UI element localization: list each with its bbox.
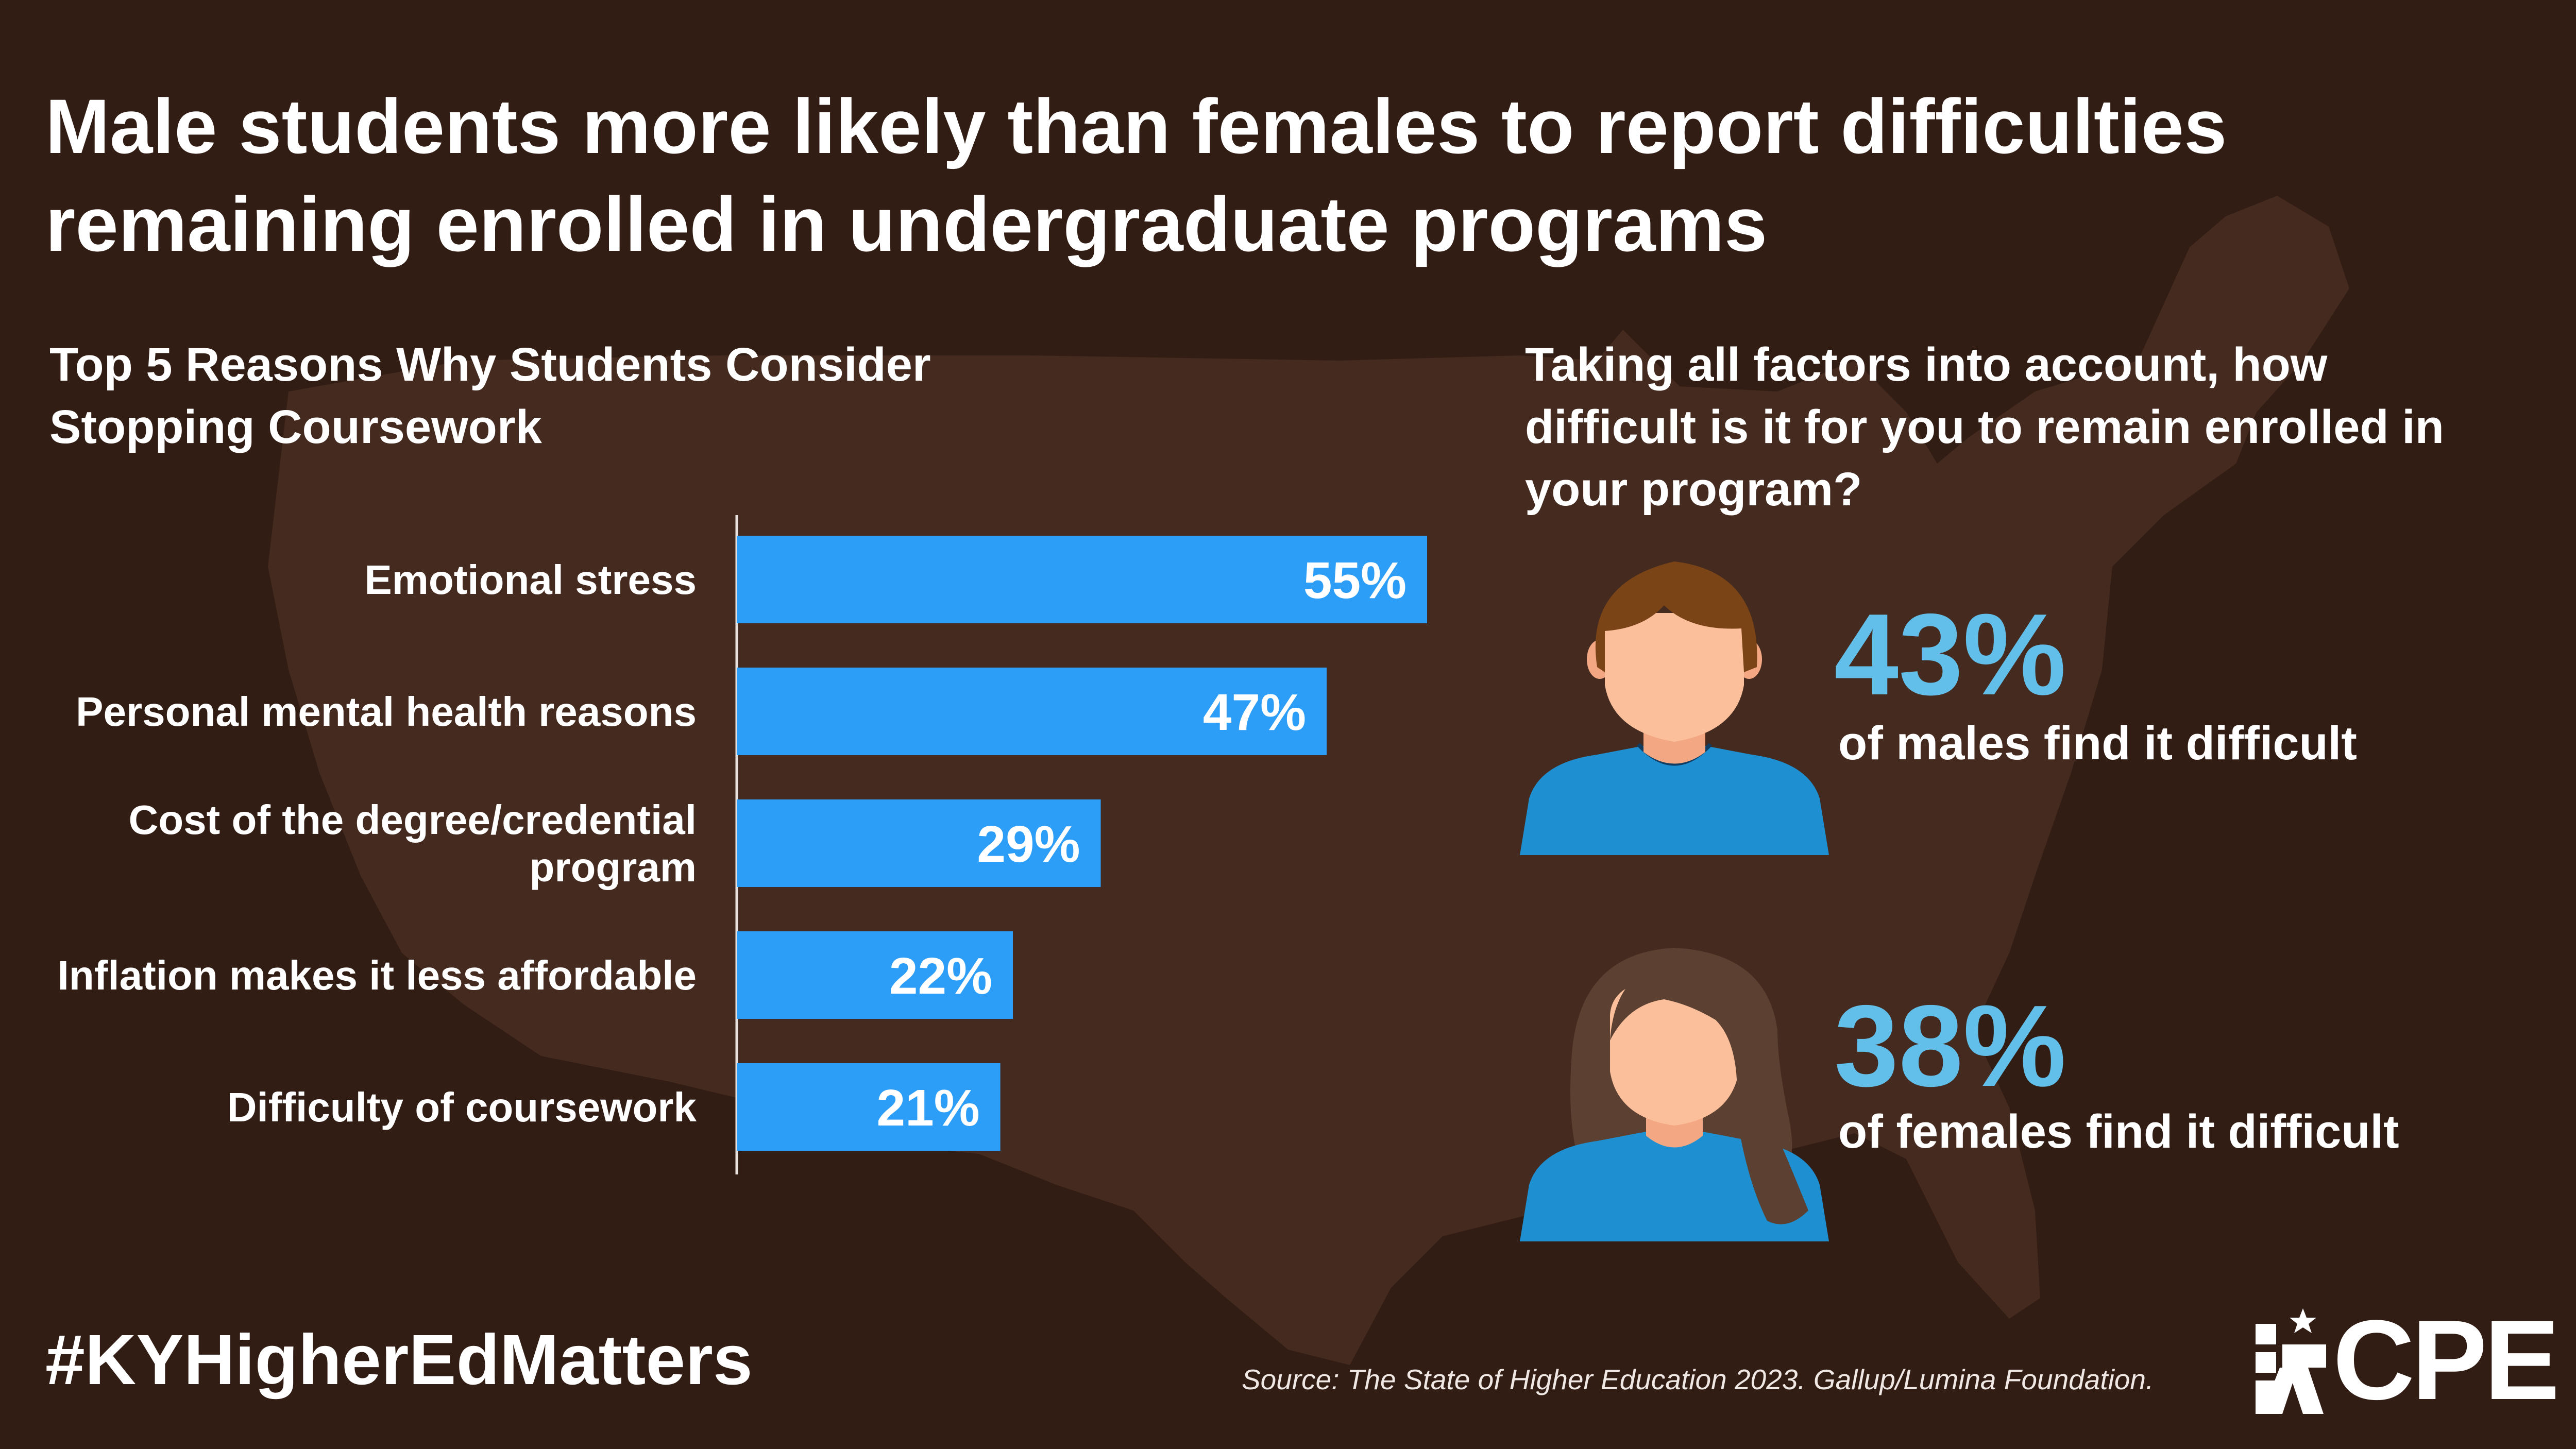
male-stat-value: 43% xyxy=(1834,589,2066,719)
bar-1 xyxy=(737,536,1427,623)
cpe-logo: CPE xyxy=(2251,1297,2560,1423)
bars-group: 55% Emotional stress 47% Personal mental he… xyxy=(58,536,1427,1151)
chart-title: Top 5 Reasons Why Students Consider Stop… xyxy=(49,338,931,453)
bar-5 xyxy=(737,1063,1001,1151)
bar-chart: 55% Emotional stress 47% Personal mental he… xyxy=(58,515,1427,1174)
bar-3 xyxy=(737,799,1101,887)
source-note: Source: The State of Higher Education 20… xyxy=(1242,1363,2154,1395)
cpe-logo-text: CPE xyxy=(2333,1297,2560,1423)
main-title: Male students more likely than females t… xyxy=(45,83,2227,267)
bar-value-label-4: 22% xyxy=(889,947,992,1005)
category-label-3: Cost of the degree/credential program xyxy=(129,797,697,890)
category-label-line: Difficulty of coursework xyxy=(227,1084,697,1130)
bar-4 xyxy=(737,931,1013,1019)
male-face xyxy=(1605,613,1744,742)
category-label-line: Inflation makes it less affordable xyxy=(58,952,697,998)
female-avatar-icon xyxy=(1520,948,1829,1241)
category-label-1: Emotional stress xyxy=(364,557,697,603)
category-label-2: Personal mental health reasons xyxy=(76,689,697,735)
female-stat-caption: of females find it difficult xyxy=(1838,1105,2399,1158)
bar-value-label-3: 29% xyxy=(977,815,1080,873)
category-label-4: Inflation makes it less affordable xyxy=(58,952,697,998)
bar-value-label-2: 47% xyxy=(1203,684,1306,741)
hashtag: #KYHigherEdMatters xyxy=(45,1320,753,1400)
bar-value-label-1: 55% xyxy=(1303,552,1406,609)
bar-value-label-5: 21% xyxy=(876,1079,979,1137)
cpe-logo-icon xyxy=(2256,1308,2326,1414)
survey-question: Taking all factors into account, how dif… xyxy=(1525,338,2444,516)
male-shirt xyxy=(1520,744,1829,855)
male-avatar-icon xyxy=(1520,561,1829,855)
category-label-line: Cost of the degree/credential xyxy=(129,797,697,843)
male-hair xyxy=(1595,561,1757,672)
category-label-line: Personal mental health reasons xyxy=(76,689,697,735)
male-stat-caption: of males find it difficult xyxy=(1838,717,2357,770)
category-label-line: program xyxy=(530,844,697,890)
female-face xyxy=(1610,979,1739,1126)
female-hair-front xyxy=(1610,961,1808,1224)
female-stat-value: 38% xyxy=(1834,981,2066,1111)
category-label-5: Difficulty of coursework xyxy=(227,1084,697,1130)
category-label-line: Emotional stress xyxy=(364,557,697,603)
bar-2 xyxy=(737,668,1327,755)
